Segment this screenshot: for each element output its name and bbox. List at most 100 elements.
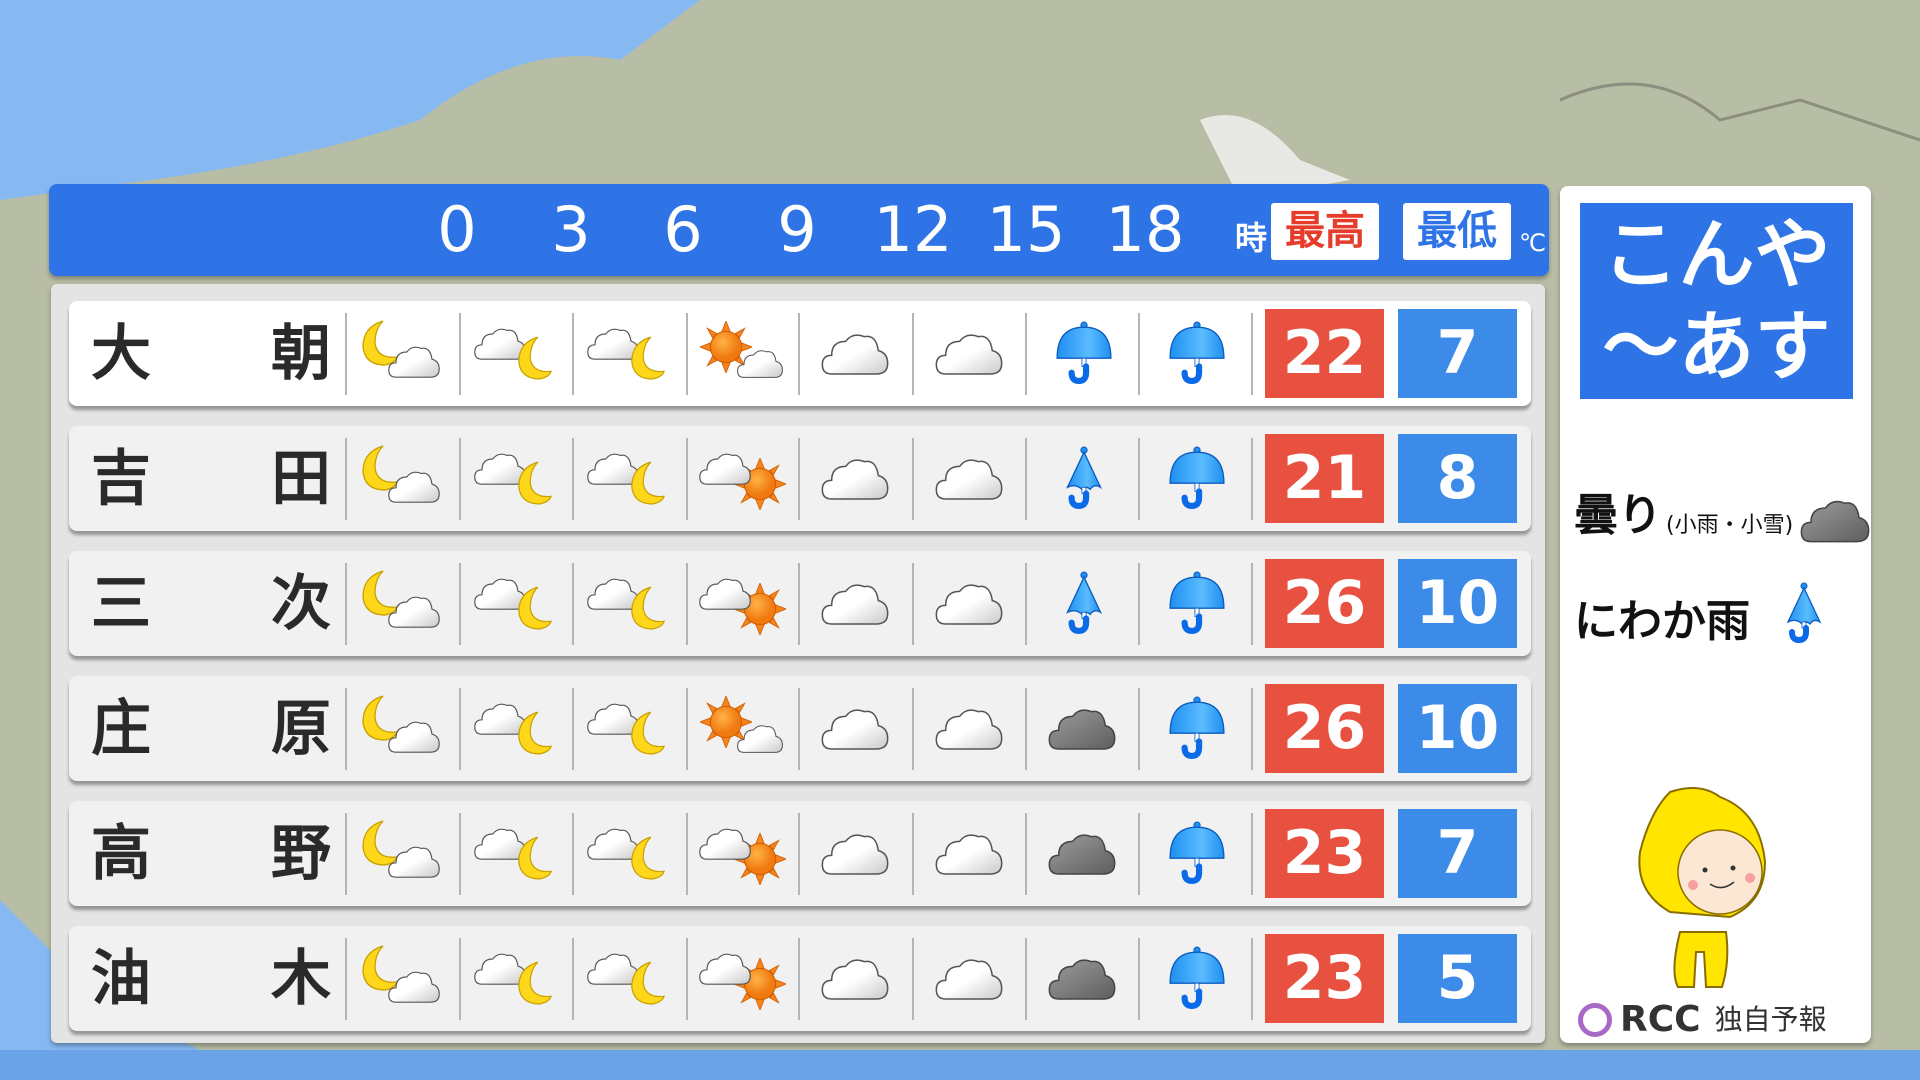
weather-cell xyxy=(1025,813,1138,895)
weather-cell xyxy=(912,438,1025,520)
cloud-moon-icon xyxy=(587,578,665,630)
weather-cell xyxy=(1025,688,1138,770)
weather-cell xyxy=(1138,563,1251,645)
weather-cell xyxy=(572,313,685,395)
high-temp-value: 23 xyxy=(1265,934,1384,1023)
weather-cell xyxy=(572,813,685,895)
dark-cloud-icon xyxy=(1048,834,1116,875)
moon-cloud-icon xyxy=(362,570,440,628)
cloud-icon xyxy=(935,834,1003,875)
location-name: 三次 xyxy=(91,551,331,656)
high-temp-value: 26 xyxy=(1265,684,1384,773)
legend-item-cloudy: 曇り (小雨・小雪) xyxy=(1574,486,1871,546)
location-name: 大朝 xyxy=(91,301,331,406)
weather-cell xyxy=(1138,688,1251,770)
cloud-moon-icon xyxy=(587,453,665,505)
high-temp-value: 26 xyxy=(1265,559,1384,648)
weather-cell xyxy=(798,688,911,770)
sun-cloud-icon xyxy=(700,696,783,753)
location-name-char: 三 xyxy=(91,568,151,639)
weather-cell xyxy=(345,563,458,645)
location-name: 庄原 xyxy=(91,676,331,781)
umbrella-icon xyxy=(1148,817,1244,893)
side-panel: こんや 〜あす 曇り (小雨・小雪) にわか雨 RCC 独自予報 xyxy=(1560,186,1871,1043)
shower-umbrella-icon xyxy=(1035,442,1131,518)
cloud-icon xyxy=(821,334,889,375)
weather-cell xyxy=(345,438,458,520)
location-name-char: 野 xyxy=(271,818,331,889)
weather-cell xyxy=(912,688,1025,770)
cloud-icon xyxy=(935,709,1003,750)
title-line-2: 〜あす xyxy=(1602,302,1831,391)
dark-cloud-icon xyxy=(1048,959,1116,1000)
cloud-moon-icon xyxy=(587,703,665,755)
location-name: 吉田 xyxy=(91,426,331,531)
high-temp-value: 21 xyxy=(1265,434,1384,523)
weather-cell xyxy=(798,438,911,520)
umbrella-icon xyxy=(1148,567,1244,643)
location-name-char: 原 xyxy=(271,693,331,764)
column-divider xyxy=(1251,563,1253,645)
cloud-icon xyxy=(821,459,889,500)
weather-cell xyxy=(686,813,799,895)
dark-cloud-icon xyxy=(1800,500,1870,543)
weather-cell xyxy=(1138,813,1251,895)
weather-cell xyxy=(686,313,799,395)
time-header-bar: 0 3 6 9 12 15 18 時 最高 最低 ℃ xyxy=(49,184,1549,276)
location-name-char: 大 xyxy=(91,318,151,389)
column-divider xyxy=(1251,438,1253,520)
cloud-icon xyxy=(821,709,889,750)
legend-item-shower: にわか雨 xyxy=(1574,572,1834,652)
legend-label: 曇り xyxy=(1574,490,1662,541)
weather-cell xyxy=(345,813,458,895)
location-name-char: 高 xyxy=(91,818,151,889)
low-temp-value: 7 xyxy=(1398,309,1517,398)
weather-cell xyxy=(1138,438,1251,520)
location-name-char: 庄 xyxy=(91,693,151,764)
umbrella-icon xyxy=(1148,942,1244,1018)
weather-cell xyxy=(572,438,685,520)
low-temp-value: 8 xyxy=(1398,434,1517,523)
umbrella-icon xyxy=(1035,317,1131,393)
closed-umbrella-icon xyxy=(1774,572,1834,652)
weather-cell xyxy=(798,938,911,1020)
forecast-row: 高野 23 7 xyxy=(69,801,1531,906)
mascot-character xyxy=(1638,787,1767,988)
low-temp-value: 7 xyxy=(1398,809,1517,898)
weather-cell xyxy=(459,813,572,895)
cloud-moon-icon xyxy=(474,453,552,505)
moon-cloud-icon xyxy=(362,945,440,1003)
celsius-unit: ℃ xyxy=(1519,229,1546,257)
hour-label: 12 xyxy=(873,193,953,266)
weather-cell xyxy=(1138,313,1251,395)
weather-cell xyxy=(345,688,458,770)
umbrella-icon xyxy=(1148,317,1244,393)
forecast-row: 大朝 22 7 xyxy=(69,301,1531,406)
cloud-moon-icon xyxy=(474,703,552,755)
weather-cell xyxy=(1025,438,1138,520)
hour-unit: 時 xyxy=(1235,219,1268,257)
location-name-char: 木 xyxy=(271,943,331,1014)
low-temp-label: 最低 xyxy=(1403,203,1511,260)
weather-cell xyxy=(1138,938,1251,1020)
cloud-icon xyxy=(821,959,889,1000)
cloud-icon xyxy=(935,334,1003,375)
weather-cell xyxy=(1025,313,1138,395)
high-temp-value: 22 xyxy=(1265,309,1384,398)
hour-label: 3 xyxy=(551,193,591,266)
high-temp-label: 最高 xyxy=(1271,203,1379,260)
weather-cell xyxy=(345,938,458,1020)
cloud-moon-icon xyxy=(587,328,665,380)
hour-label: 18 xyxy=(1105,193,1185,266)
location-name-char: 田 xyxy=(271,443,331,514)
weather-cell xyxy=(686,563,799,645)
cloud-sun-icon xyxy=(699,578,786,635)
moon-cloud-icon xyxy=(362,445,440,503)
rcc-logo: RCC 独自予報 xyxy=(1578,998,1827,1042)
moon-cloud-icon xyxy=(362,820,440,878)
sun-cloud-icon xyxy=(700,321,783,378)
cloud-icon xyxy=(821,834,889,875)
weather-cell xyxy=(686,438,799,520)
moon-cloud-icon xyxy=(362,320,440,378)
forecast-source-label: 独自予報 xyxy=(1714,1003,1827,1036)
